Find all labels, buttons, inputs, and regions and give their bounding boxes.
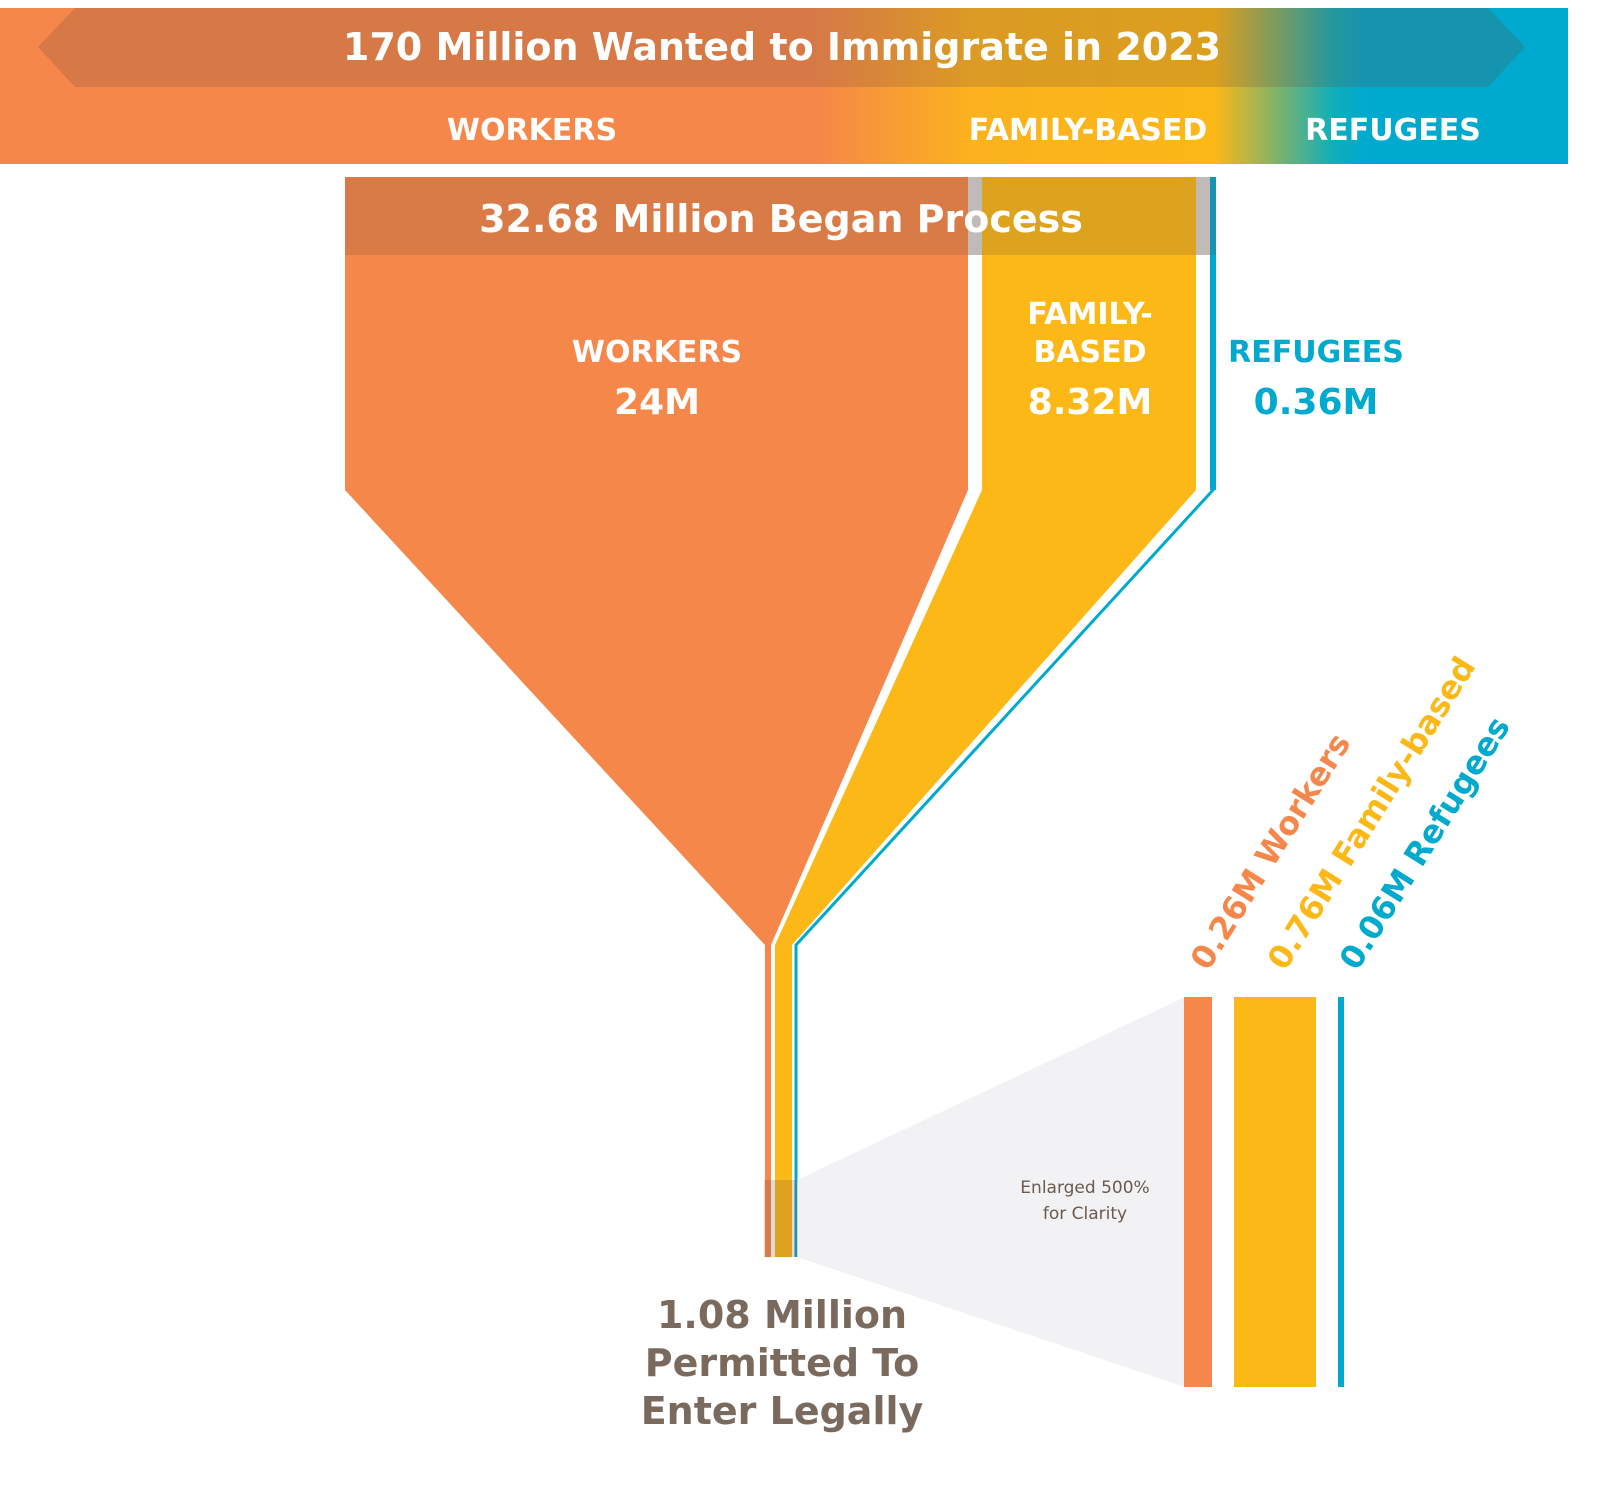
- workers-value: 24M: [614, 382, 700, 423]
- banner-category-family: FAMILY-BASED: [969, 113, 1208, 148]
- enlarged-refugees-bar: [1338, 997, 1344, 1387]
- stem-highlight: [764, 1180, 798, 1257]
- refugees-value: 0.36M: [1254, 382, 1379, 423]
- refugees-label: REFUGEES: [1228, 335, 1404, 370]
- funnel-workers: [345, 177, 968, 1257]
- header-separator: [968, 177, 982, 255]
- enlarged-note-line1: Enlarged 500%: [1020, 1178, 1149, 1198]
- banner-category-workers: WORKERS: [447, 113, 617, 148]
- funnel-header-band: [345, 177, 1216, 255]
- result-text: 1.08 Million Permitted To Enter Legally: [641, 1293, 924, 1433]
- banner-title: 170 Million Wanted to Immigrate in 2023: [343, 25, 1221, 69]
- family-label-line2: BASED: [1033, 335, 1146, 370]
- enlarged-family-bar: [1234, 997, 1316, 1387]
- banner-category-refugees: REFUGEES: [1305, 113, 1481, 148]
- result-line1: 1.08 Million: [657, 1293, 907, 1337]
- result-line3: Enter Legally: [641, 1389, 924, 1433]
- family-label-line1: FAMILY-: [1027, 297, 1153, 332]
- header-separator: [1196, 177, 1210, 255]
- funnel-family: [775, 177, 1196, 1257]
- callout-projection: [797, 997, 1185, 1387]
- banner-title-arrow: [38, 8, 1525, 87]
- funnel-header: 32.68 Million Began Process: [479, 197, 1083, 241]
- enlarged-note-line2: for Clarity: [1043, 1204, 1127, 1224]
- workers-label: WORKERS: [572, 335, 742, 370]
- enlarged-workers-bar: [1184, 997, 1212, 1387]
- top-banner: 170 Million Wanted to Immigrate in 2023 …: [0, 8, 1568, 164]
- funnel-refugees: [1210, 177, 1216, 490]
- result-line2: Permitted To: [645, 1341, 920, 1385]
- family-value: 8.32M: [1028, 382, 1153, 423]
- funnel: 32.68 Million Began Process WORKERS 24M …: [345, 177, 1404, 1257]
- banner-gradient-bar: [0, 8, 1568, 164]
